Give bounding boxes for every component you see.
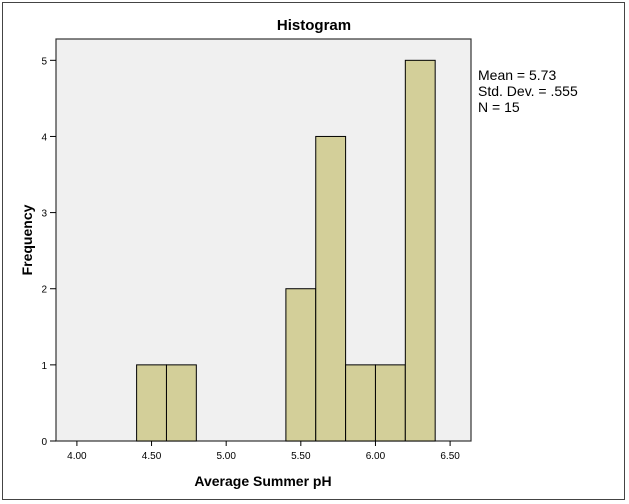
- x-tick-label: 4.00: [67, 451, 87, 462]
- stat-n: N = 15: [478, 99, 520, 115]
- histogram-bar: [315, 135, 347, 442]
- x-axis-label: Average Summer pH: [194, 473, 331, 489]
- histogram-bar: [345, 364, 376, 442]
- stat-std-dev: Std. Dev. = .555: [478, 83, 578, 99]
- x-tick-label: 4.50: [142, 451, 162, 462]
- y-tick-label: 0: [41, 437, 47, 448]
- y-tick-label: 5: [41, 56, 47, 67]
- y-tick-label: 2: [41, 285, 47, 296]
- y-tick-label: 4: [41, 132, 47, 143]
- chart-title: Histogram: [277, 17, 351, 34]
- histogram-bar: [374, 364, 406, 442]
- x-tick-label: 6.00: [366, 451, 386, 462]
- x-tick-label: 5.00: [216, 451, 236, 462]
- x-tick-label: 5.50: [291, 451, 311, 462]
- stat-mean: Mean = 5.73: [478, 67, 556, 83]
- histogram-bar: [136, 364, 167, 442]
- x-tick-label: 6.50: [440, 451, 460, 462]
- y-tick-label: 3: [41, 209, 47, 220]
- histogram-bar: [165, 364, 197, 442]
- histogram-bar: [404, 59, 436, 442]
- histogram-bar: [285, 288, 317, 442]
- chart-frame: [2, 2, 625, 500]
- y-axis-label: Frequency: [19, 204, 35, 275]
- y-tick-label: 1: [41, 361, 47, 372]
